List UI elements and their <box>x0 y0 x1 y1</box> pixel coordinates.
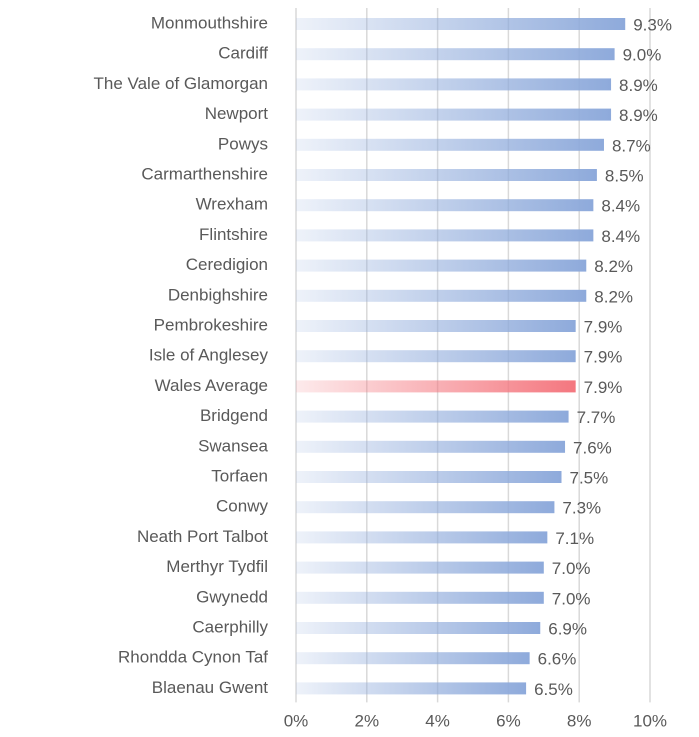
bar <box>296 531 548 544</box>
data-label: 7.3% <box>562 499 601 518</box>
data-label: 7.9% <box>584 317 623 336</box>
bar <box>296 48 615 61</box>
data-label: 7.9% <box>584 348 623 367</box>
data-label: 8.5% <box>605 166 644 185</box>
data-label: 8.4% <box>601 227 640 246</box>
y-tick-label: Isle of Anglesey <box>149 346 269 365</box>
bar <box>296 350 576 363</box>
y-tick-label: Merthyr Tydfil <box>166 557 268 576</box>
x-tick-label: 4% <box>425 711 450 730</box>
data-label: 7.9% <box>584 378 623 397</box>
bar <box>296 471 562 483</box>
bar <box>296 501 555 514</box>
y-tick-label: Monmouthshire <box>151 13 268 32</box>
data-label: 9.3% <box>633 15 672 34</box>
x-tick-label: 6% <box>496 711 521 730</box>
data-label: 8.9% <box>619 106 658 125</box>
y-tick-label: Newport <box>205 104 269 123</box>
bar <box>296 78 612 91</box>
bar <box>296 108 612 121</box>
data-label: 8.2% <box>594 287 633 306</box>
x-tick-label: 10% <box>633 711 667 730</box>
bar <box>296 229 594 242</box>
bar <box>296 18 626 30</box>
data-label: 7.6% <box>573 438 612 457</box>
data-label: 7.1% <box>555 529 594 548</box>
bar <box>296 682 527 695</box>
bar <box>296 410 569 423</box>
bar <box>296 199 594 212</box>
data-label: 7.0% <box>552 589 591 608</box>
data-label: 8.2% <box>594 257 633 276</box>
bar <box>296 591 544 604</box>
data-label: 6.9% <box>548 619 587 638</box>
y-tick-label: Denbighshire <box>168 285 268 304</box>
y-tick-label: Bridgend <box>200 406 268 425</box>
bar <box>296 561 544 574</box>
data-label: 9.0% <box>623 46 662 65</box>
bar <box>296 652 530 665</box>
y-tick-label: Swansea <box>198 436 268 455</box>
bar <box>296 440 566 453</box>
x-tick-label: 0% <box>284 711 309 730</box>
y-tick-label: Carmarthenshire <box>141 164 268 183</box>
bar <box>296 259 587 272</box>
y-tick-label: Rhondda Cynon Taf <box>118 648 268 667</box>
y-tick-label: Wrexham <box>196 195 268 214</box>
y-tick-label: Cardiff <box>218 44 268 63</box>
bar <box>296 289 587 302</box>
y-tick-label: Caerphilly <box>192 617 268 636</box>
y-tick-label: Torfaen <box>211 466 268 485</box>
data-label: 7.7% <box>577 408 616 427</box>
x-tick-label: 8% <box>567 711 592 730</box>
y-tick-label: Neath Port Talbot <box>137 527 268 546</box>
data-label: 8.7% <box>612 136 651 155</box>
y-tick-label: Pembrokeshire <box>154 315 268 334</box>
data-label: 8.9% <box>619 76 658 95</box>
bar <box>296 138 604 151</box>
y-tick-label: The Vale of Glamorgan <box>94 74 269 93</box>
data-label: 7.0% <box>552 559 591 578</box>
bar <box>296 380 576 393</box>
x-tick-label: 2% <box>355 711 380 730</box>
y-tick-label: Ceredigion <box>186 255 268 274</box>
data-label: 8.4% <box>601 197 640 216</box>
data-label: 7.5% <box>570 468 609 487</box>
y-tick-label: Flintshire <box>199 225 268 244</box>
y-tick-label: Gwynedd <box>196 587 268 606</box>
data-label: 6.5% <box>534 680 573 699</box>
bar <box>296 169 597 181</box>
y-tick-label: Blaenau Gwent <box>152 678 269 697</box>
y-tick-label: Conwy <box>216 497 268 516</box>
y-tick-label: Wales Average <box>155 376 268 395</box>
y-tick-label: Powys <box>218 134 268 153</box>
data-label: 6.6% <box>538 650 577 669</box>
bar <box>296 622 541 634</box>
bar <box>296 320 576 332</box>
